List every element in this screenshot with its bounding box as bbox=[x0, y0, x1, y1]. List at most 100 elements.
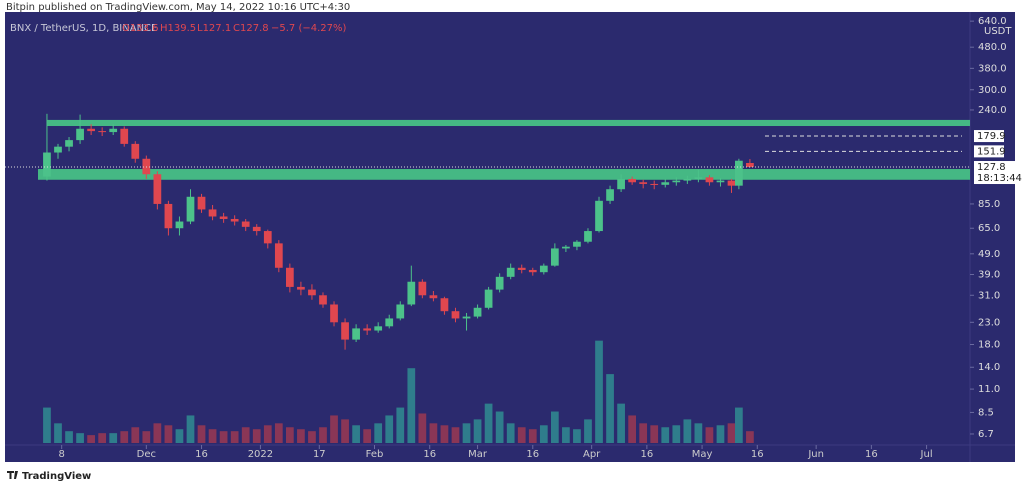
y-tick-label: 640.0 bbox=[978, 16, 1007, 27]
candle-body bbox=[429, 295, 438, 299]
volume-bar bbox=[274, 423, 283, 443]
volume-bar bbox=[131, 427, 140, 443]
x-tick-label: 16 bbox=[751, 449, 764, 460]
candle-body bbox=[120, 128, 129, 144]
volume-bar bbox=[539, 425, 548, 443]
y-tick-label: 85.0 bbox=[978, 199, 1000, 210]
price-label: 151.9 bbox=[977, 146, 1006, 157]
volume-bar bbox=[451, 427, 460, 443]
y-tick-label: 14.0 bbox=[978, 362, 1000, 373]
x-tick-label: 8 bbox=[58, 449, 64, 460]
volume-bar bbox=[661, 427, 670, 443]
candle-body bbox=[628, 178, 637, 183]
volume-bar bbox=[396, 407, 405, 443]
volume-bar bbox=[352, 425, 360, 443]
volume-bar bbox=[54, 423, 62, 443]
candle-body bbox=[562, 246, 570, 249]
footer: TradingView bbox=[22, 471, 91, 482]
volume-bar bbox=[517, 427, 526, 443]
candle-body bbox=[495, 276, 504, 290]
volume-bar bbox=[252, 429, 261, 443]
candle-body bbox=[252, 226, 261, 232]
price-label-box bbox=[974, 130, 1004, 143]
volume-bar bbox=[98, 433, 107, 443]
legend-low: L127.1 bbox=[197, 23, 231, 34]
volume-bar bbox=[407, 368, 416, 443]
candle-body bbox=[319, 295, 327, 305]
price-label: 179.9 bbox=[977, 131, 1006, 142]
candle-body bbox=[451, 311, 460, 319]
volume-bar bbox=[186, 415, 195, 443]
volume-bar bbox=[330, 415, 338, 443]
volume-bar bbox=[219, 431, 228, 443]
candle-body bbox=[142, 158, 151, 175]
x-tick-label: 2022 bbox=[248, 449, 273, 460]
candle-body bbox=[175, 221, 184, 229]
volume-bar bbox=[506, 423, 515, 443]
volume-bar bbox=[87, 435, 95, 443]
x-tick-label: Mar bbox=[468, 449, 488, 460]
candle-body bbox=[274, 243, 283, 268]
candle-body bbox=[76, 128, 84, 141]
volume-bar bbox=[153, 423, 162, 443]
candle-body bbox=[694, 177, 703, 179]
x-tick-label: 16 bbox=[195, 449, 208, 460]
candle-body bbox=[573, 241, 581, 247]
x-tick-label: 16 bbox=[526, 449, 539, 460]
candle-body bbox=[595, 200, 603, 232]
volume-bar bbox=[584, 419, 592, 443]
y-tick-label: 65.0 bbox=[978, 223, 1000, 234]
candle-body bbox=[650, 183, 659, 185]
volume-bar bbox=[120, 431, 129, 443]
candle-body bbox=[263, 231, 272, 244]
y-tick-label: 380.0 bbox=[978, 63, 1007, 74]
candle-body bbox=[639, 182, 648, 184]
volume-bar bbox=[208, 429, 217, 443]
candle-body bbox=[661, 182, 670, 185]
candle-body bbox=[385, 318, 394, 327]
candle-body bbox=[54, 146, 62, 153]
volume-bar bbox=[385, 415, 394, 443]
y-tick-label: 6.7 bbox=[978, 429, 994, 440]
volume-bar bbox=[462, 423, 471, 443]
candle-body bbox=[230, 218, 239, 222]
volume-bar bbox=[319, 427, 327, 443]
legend-high: H139.5 bbox=[160, 23, 196, 34]
volume-bar bbox=[341, 419, 349, 443]
volume-bar bbox=[716, 425, 725, 443]
candle-body bbox=[308, 289, 316, 296]
volume-bar bbox=[727, 423, 736, 443]
candle-body bbox=[65, 140, 73, 147]
candle-body bbox=[617, 178, 625, 190]
x-tick-label: Jun bbox=[807, 449, 824, 460]
volume-bar bbox=[617, 403, 625, 443]
volume-bar bbox=[746, 431, 754, 443]
candle-body bbox=[330, 304, 338, 323]
volume-bar bbox=[473, 419, 482, 443]
x-tick-label: Dec bbox=[137, 449, 156, 460]
currency: USDT bbox=[984, 26, 1012, 37]
volume-bar bbox=[628, 415, 637, 443]
candle-body bbox=[506, 267, 515, 277]
volume-bar bbox=[230, 431, 239, 443]
volume-bar bbox=[197, 425, 206, 443]
volume-bar bbox=[495, 411, 504, 443]
candle-body bbox=[440, 298, 449, 312]
volume-bar bbox=[694, 423, 703, 443]
volume-bar bbox=[175, 429, 184, 443]
y-tick-label: 300.0 bbox=[978, 85, 1007, 96]
candle-body bbox=[517, 267, 526, 270]
volume-bar bbox=[76, 433, 84, 443]
candle-body bbox=[197, 196, 206, 210]
candle-body bbox=[407, 281, 416, 305]
volume-bar bbox=[109, 433, 118, 443]
x-tick-label: Feb bbox=[366, 449, 384, 460]
volume-bar bbox=[164, 425, 173, 443]
candle-body bbox=[219, 216, 228, 219]
volume-bar bbox=[285, 427, 294, 443]
candle-body bbox=[746, 162, 754, 168]
x-tick-label: Jul bbox=[920, 449, 933, 460]
volume-bar bbox=[550, 411, 559, 443]
x-tick-label: 16 bbox=[423, 449, 436, 460]
candle-body bbox=[98, 131, 107, 133]
